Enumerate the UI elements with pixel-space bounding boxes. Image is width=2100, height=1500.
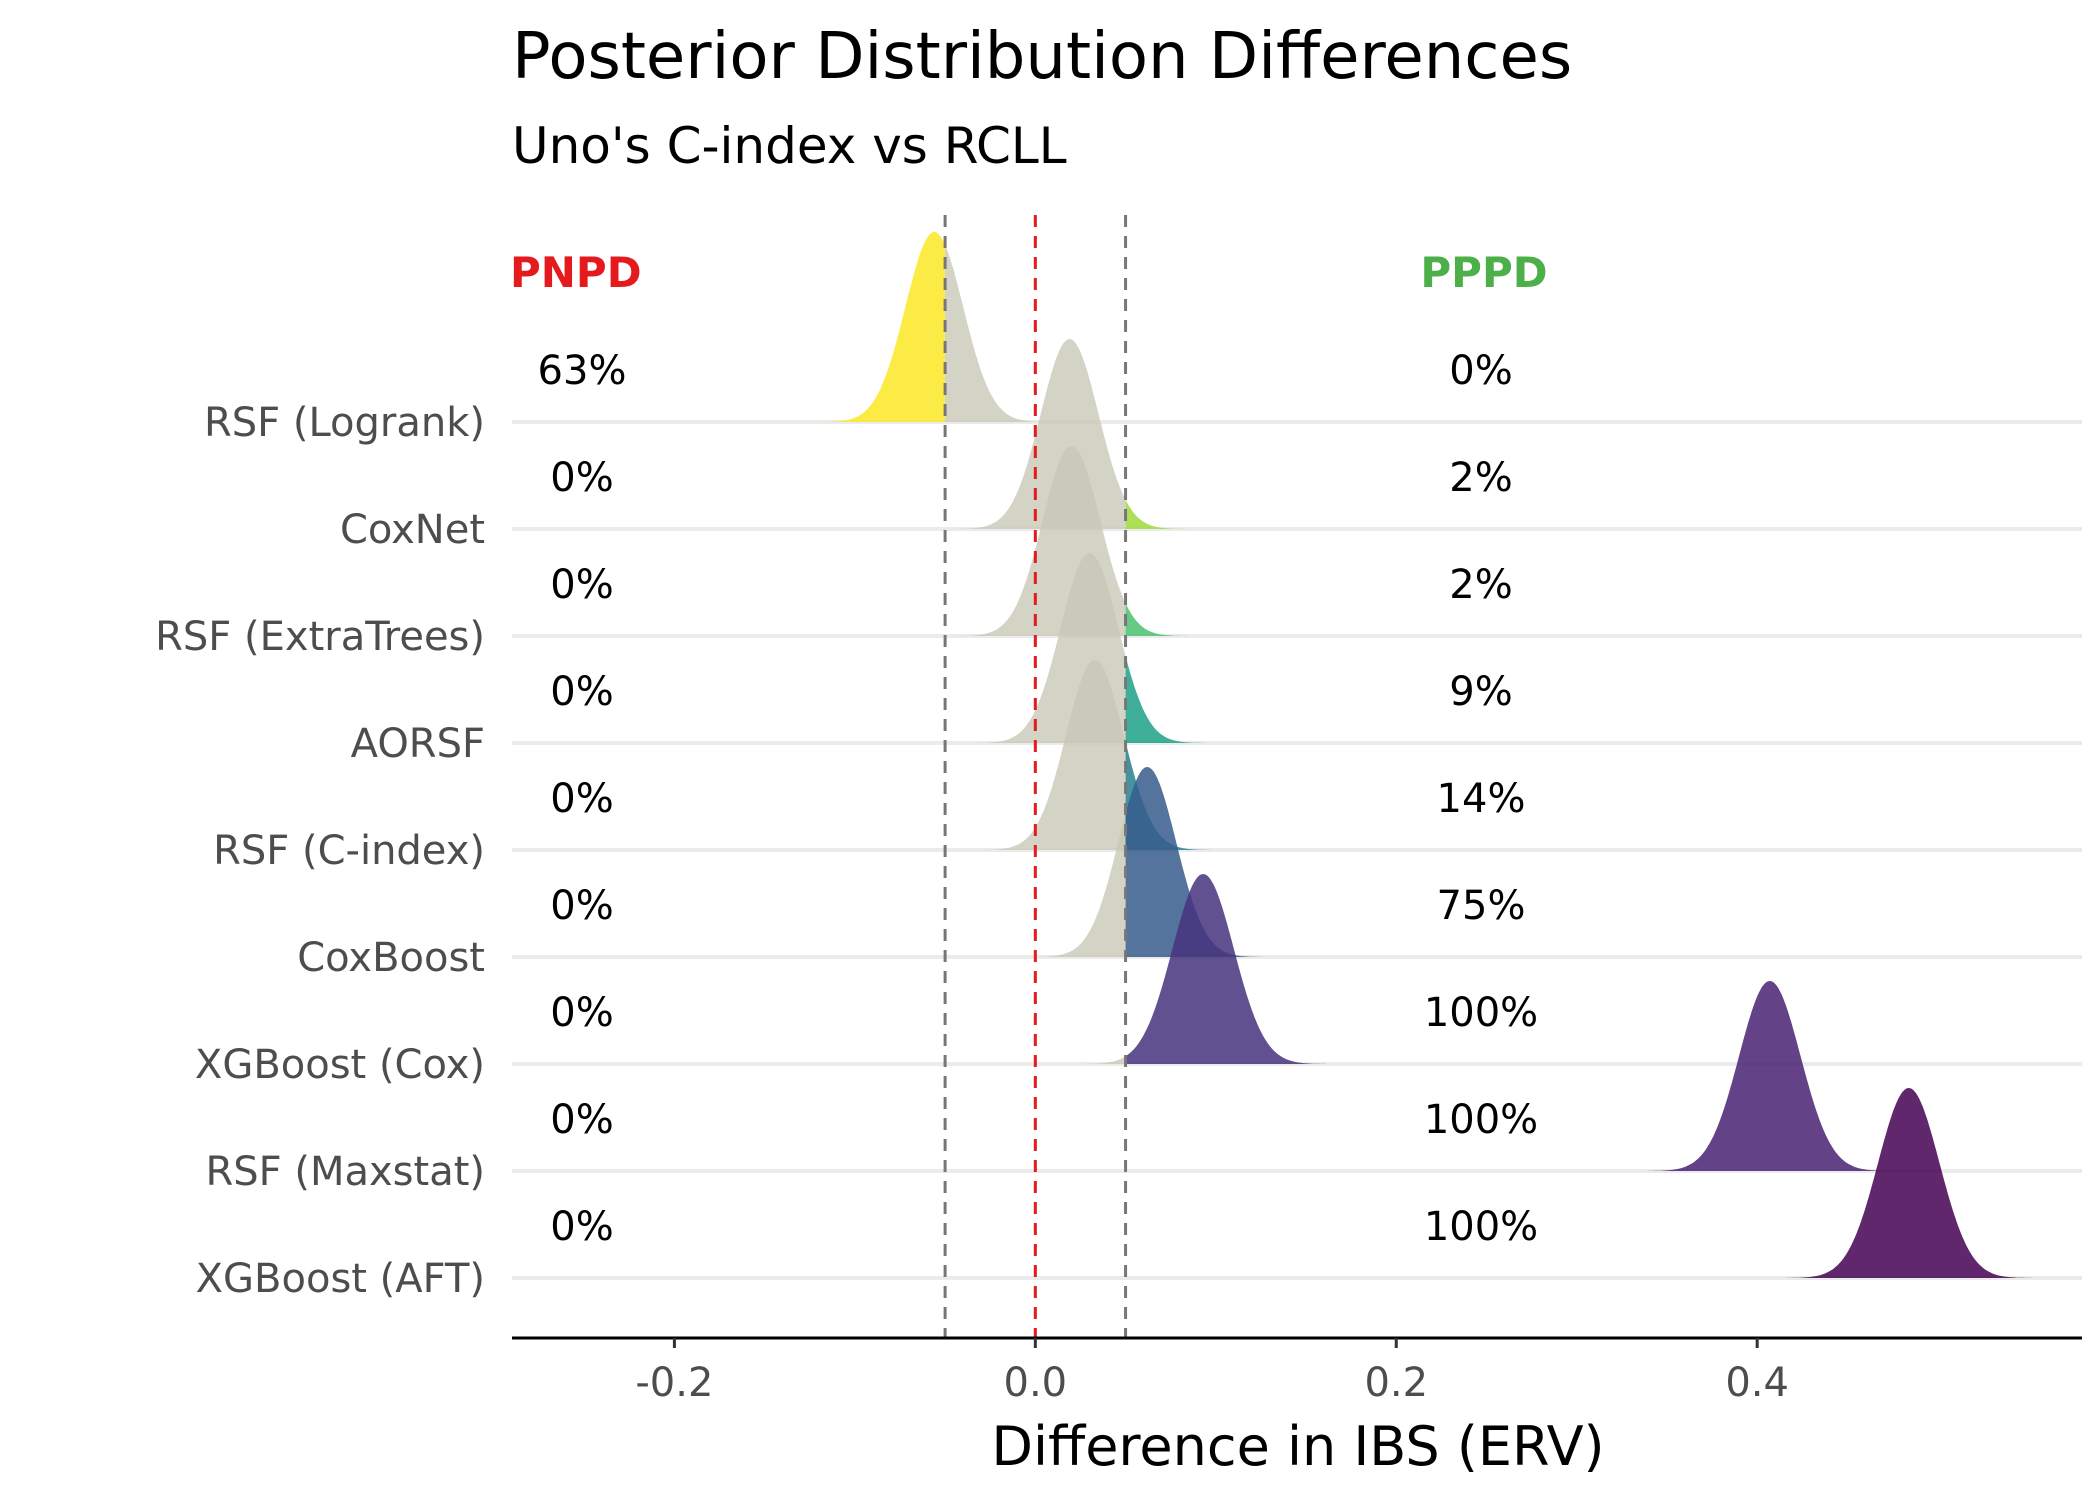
y-axis-labels: RSF (Logrank) CoxNet RSF (ExtraTrees) AORSF… [155,400,485,1302]
ridge-5 [1031,767,1263,957]
chart-subtitle: Uno's C-index vs RCLL [512,117,1067,175]
density-area [1080,1056,1126,1064]
pnpd-value: 63% [538,348,627,394]
y-label: RSF (ExtraTrees) [155,614,485,660]
pppd-value: 0% [1449,348,1512,394]
pnpd-value: 0% [550,669,613,715]
pppd-value: 100% [1424,1204,1538,1250]
pnpd-value: 0% [550,776,613,822]
x-axis-label: Difference in IBS (ERV) [991,1415,1604,1478]
x-tick-label: 0.0 [1004,1360,1068,1406]
chart-title: Posterior Distribution Differences [512,20,1572,94]
density-area [1125,874,1326,1064]
gridlines [512,420,2082,1280]
y-label: CoxNet [340,507,485,553]
y-label: RSF (C-index) [213,828,485,874]
pppd-value: 2% [1449,455,1512,501]
ridges [818,232,2032,1278]
y-label: RSF (Maxstat) [205,1149,485,1195]
ridge-8 [1786,1088,2032,1278]
density-area [945,244,1050,422]
y-label: XGBoost (Cox) [195,1042,485,1088]
y-label: RSF (Logrank) [204,400,485,446]
ridge-0 [818,232,1050,422]
ridge-6 [1080,874,1326,1064]
density-area [1125,499,1186,529]
pnpd-value: 0% [550,455,613,501]
pppd-value: 9% [1449,669,1512,715]
pnpd-value: 0% [550,1204,613,1250]
density-area [1786,1088,2032,1278]
density-area [1125,656,1205,743]
y-label: XGBoost (AFT) [196,1256,485,1302]
x-tick-label: 0.2 [1364,1360,1428,1406]
density-area [1031,813,1126,957]
ridge-7 [1647,981,1893,1171]
pnpd-value: 0% [550,1097,613,1143]
pnpd-value: 0% [550,562,613,608]
density-area [818,232,946,422]
x-tick-label: 0.4 [1725,1360,1789,1406]
x-axis-ticks: -0.2 0.0 0.2 0.4 [635,1338,1789,1406]
y-label: AORSF [351,721,485,767]
pppd-header: PPPD [1420,248,1547,297]
probability-labels: 63% 0% 0% 2% 0% 2% 0% 9% 0% 14% 0% 75% 0% 100% 0% 100% 0… [538,348,1539,1250]
density-area [1125,767,1263,957]
pppd-value: 75% [1437,883,1526,929]
density-area [979,660,1126,850]
density-area [1647,981,1893,1171]
pnpd-header: PNPD [510,248,642,297]
pppd-value: 14% [1437,776,1526,822]
pnpd-value: 0% [550,990,613,1036]
density-area [1125,603,1187,636]
reference-lines [943,215,1128,1338]
pppd-value: 100% [1424,1097,1538,1143]
pppd-value: 2% [1449,562,1512,608]
ridge-4 [979,660,1211,850]
y-label: CoxBoost [297,935,485,981]
x-tick-label: -0.2 [635,1360,713,1406]
pnpd-value: 0% [550,883,613,929]
pppd-value: 100% [1424,990,1538,1036]
